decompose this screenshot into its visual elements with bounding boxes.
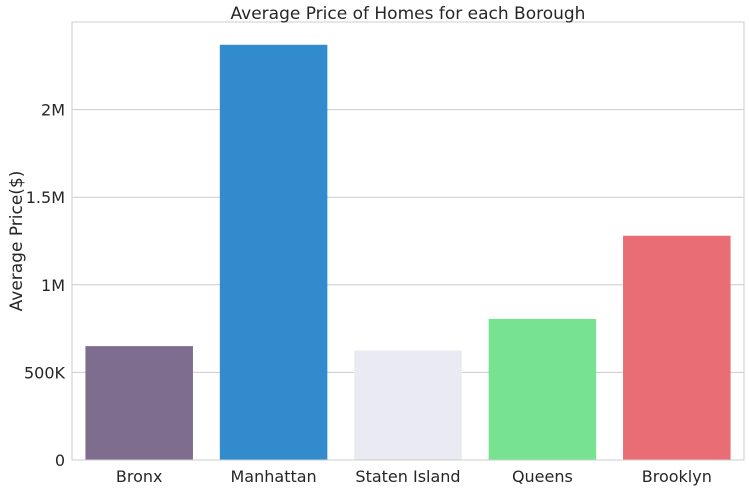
- x-tick-labels: Bronx Manhattan Staten Island Queens Brookly…: [116, 467, 712, 486]
- x-tick-label: Manhattan: [231, 467, 317, 486]
- y-tick-label: 0: [55, 451, 65, 470]
- x-tick-label: Staten Island: [355, 467, 460, 486]
- y-tick-label: 2M: [41, 101, 65, 120]
- y-tick-label: 500K: [24, 363, 66, 382]
- x-tick-label: Bronx: [116, 467, 163, 486]
- bars: [85, 44, 731, 460]
- bar-staten-island: [354, 350, 462, 460]
- bar-bronx: [85, 346, 193, 460]
- y-axis-label: Average Price($): [7, 171, 27, 312]
- y-tick-labels: 0 500K 1M 1.5M 2M: [24, 101, 66, 470]
- bar-queens: [488, 318, 597, 460]
- x-tick-label: Brooklyn: [642, 467, 712, 486]
- y-tick-label: 1M: [41, 276, 65, 295]
- y-tick-label: 1.5M: [26, 188, 65, 207]
- plot-frame: [71, 21, 745, 461]
- bar-brooklyn: [623, 235, 731, 460]
- x-tick-label: Queens: [512, 467, 573, 486]
- bar-manhattan: [219, 44, 328, 460]
- chart-title: Average Price of Homes for each Borough: [231, 4, 586, 24]
